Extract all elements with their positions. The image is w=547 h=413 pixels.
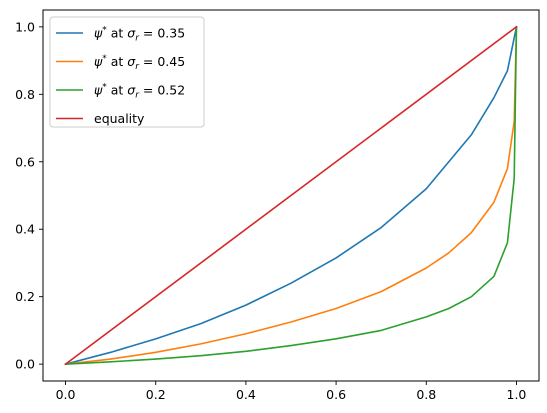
- legend: ψ* at σr = 0.35 ψ* at σr = 0.45 ψ* at σr =…: [49, 16, 205, 128]
- y-tick-label: 0.8: [15, 87, 35, 102]
- series-layer: [64, 25, 518, 366]
- x-tick-label: 0.4: [236, 387, 256, 402]
- y-tick-label: 0.6: [15, 154, 35, 169]
- series-line-1: [64, 25, 518, 366]
- y-tick-label: 0.2: [15, 289, 35, 304]
- x-tick-label: 0.0: [56, 387, 76, 402]
- series-line-4: [64, 25, 518, 366]
- x-tick-label: 1.0: [507, 387, 527, 402]
- x-tick-label: 0.8: [416, 387, 436, 402]
- x-tick-label: 0.6: [326, 387, 346, 402]
- series-line-3: [64, 26, 518, 365]
- y-tick-label: 0.0: [15, 357, 35, 372]
- y-axis: 0.0 0.2 0.4 0.6 0.8 1.0: [15, 19, 43, 372]
- series-line-2: [64, 26, 518, 366]
- x-tick-label: 0.2: [146, 387, 166, 402]
- y-tick-label: 0.4: [15, 222, 35, 237]
- y-tick-label: 1.0: [15, 19, 35, 34]
- x-axis: 0.0 0.2 0.4 0.6 0.8 1.0: [56, 381, 527, 402]
- legend-label-4: equality: [94, 111, 145, 126]
- legend-label-3: ψ* at σr = 0.52: [94, 83, 185, 101]
- legend-label-1: ψ* at σr = 0.35: [94, 26, 185, 44]
- legend-label-2: ψ* at σr = 0.45: [94, 54, 185, 72]
- plot-frame: [42, 9, 540, 382]
- legend-box: [49, 16, 205, 128]
